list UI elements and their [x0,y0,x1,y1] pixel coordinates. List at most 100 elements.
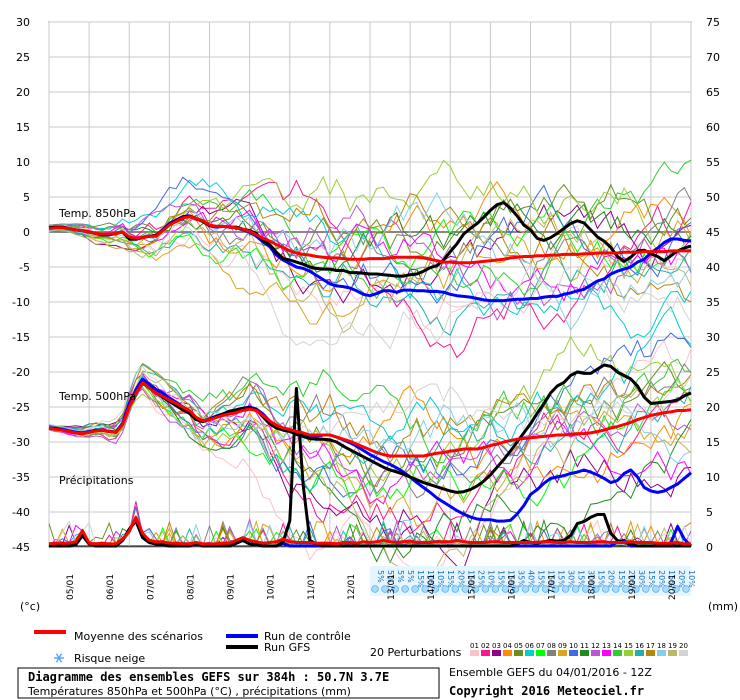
main-series [48,201,693,548]
perturbation-line [48,223,692,350]
perturbation-line [48,362,692,499]
snowflake-icon [381,585,389,593]
snowflake-icon [621,585,630,593]
x-tick-label: 11/01 [307,574,317,600]
right-axis-unit: (mm) [708,600,738,613]
snowflake-icon [541,585,550,593]
snow-risk-strip: 5% 5% 5% 5% 15% 10% 10% 15% 20% 15% 25% 10% 15% 15% 35… [370,566,696,596]
left-tick-label: -35 [12,471,30,484]
snowflake-icon [471,585,480,593]
series-line-precip [48,515,691,546]
perturb-swatch [679,650,688,656]
snow-risk-pct: 15% [506,570,515,588]
right-tick-label: 15 [706,436,720,449]
right-tick-label: 20 [706,401,720,414]
snow-risk-pct: 40% [526,570,535,588]
perturb-number: 08 [547,642,556,650]
perturb-number: 19 [668,642,677,650]
legend-control-label: Run de contrôle [264,630,351,643]
perturb-swatch [602,650,611,656]
snow-risk-pct: 15% [617,570,626,588]
snow-risk-pct: 30% [567,570,576,588]
perturb-number: 13 [602,642,611,650]
perturb-number: 10 [569,642,578,650]
x-tick-label: 15/01 [467,574,477,600]
snowflake-icon [421,585,429,593]
perturb-swatch [525,650,534,656]
perturbation-line [48,191,692,331]
perturbation-line [48,176,692,304]
footer-subtitle: Températures 850hPa et 500hPa (°C) , pré… [27,685,351,698]
snow-risk-pct: 20% [456,570,465,588]
left-tick-label: 5 [23,191,30,204]
perturbation-line [48,386,692,527]
perturb-number: 05 [514,642,523,650]
perturbation-line [48,362,692,492]
snowflake-icon [591,585,600,593]
annotation-t850: Temp. 850hPa [58,207,136,220]
perturb-number: 02 [481,642,490,650]
perturb-swatch [569,650,578,656]
left-tick-label: 10 [16,156,30,169]
perturb-number: 01 [470,642,479,650]
snowflake-icon [682,585,690,593]
snowflake-icon [501,585,510,593]
perturb-number: 14 [613,642,622,650]
x-tick-label: 05/01 [66,574,76,600]
snowflake-icon [581,585,590,593]
snow-risk-pct: 10% [426,570,435,588]
perturb-number: 18 [657,642,666,650]
perturb-number: 06 [525,642,534,650]
snow-risk-pct: 20% [657,570,666,588]
right-tick-label: 40 [706,261,720,274]
perturb-number: 17 [646,642,655,650]
snowflake-icon [662,585,670,593]
x-tick-label: 19/01 [628,574,638,600]
legend-gfs-label: Run GFS [264,641,310,654]
perturb-number: 03 [492,642,501,650]
left-tick-label: 30 [16,16,30,29]
snow-risk-pct: 15% [597,570,606,588]
left-tick-label: -10 [12,296,30,309]
snowflake-icon [611,585,620,593]
snowflake-icon [672,585,680,593]
snow-risk-pct: 5% [376,570,385,583]
x-tick-label: 13/01 [387,574,397,600]
perturb-number: 11 [580,642,589,650]
left-tick-label: 25 [16,51,30,64]
left-tick-label: -5 [19,261,30,274]
snow-risk-pct: 15% [557,570,566,588]
series-line-t500 [48,377,692,523]
perturbation-line [48,383,692,498]
series-line-precip [49,387,691,548]
perturb-number: 20 [679,642,688,650]
snowflake-icon [511,585,520,593]
perturbation-line [48,335,692,495]
x-axis-labels: 05/01 06/01 07/01 08/01 09/01 10/01 11/01 12/01… [66,574,678,600]
perturbation-legend: 01 02 03 04 05 06 07 08 09 10 11 12 13 14 15 16 17 18 19 20 [470,642,688,656]
left-tick-label: -45 [12,541,30,554]
right-tick-label: 10 [706,471,720,484]
x-tick-label: 10/01 [267,574,277,600]
annotation-t500: Temp. 500hPa [58,390,136,403]
x-tick-label: 09/01 [227,574,237,600]
snowflake-icon [642,585,650,593]
perturb-swatch [514,650,523,656]
snowflake-icon [551,585,560,593]
snow-risk-pct: 15% [446,570,455,588]
snow-risk-pct: 15% [547,570,556,588]
perturb-swatch [668,650,677,656]
snow-risk-pct: 5% [406,570,415,583]
left-tick-label: 0 [23,226,30,239]
snow-risk-pct: 30% [637,570,646,588]
snow-risk-pct: 20% [677,570,686,588]
snowflake-icon [371,585,379,593]
snowflake-icon [561,585,570,593]
snowflake-icon [401,585,409,593]
snow-risk-pct: 15% [577,570,586,588]
x-tick-label: 14/01 [427,574,437,600]
perturb-swatch [613,650,622,656]
left-tick-label: -25 [12,401,30,414]
